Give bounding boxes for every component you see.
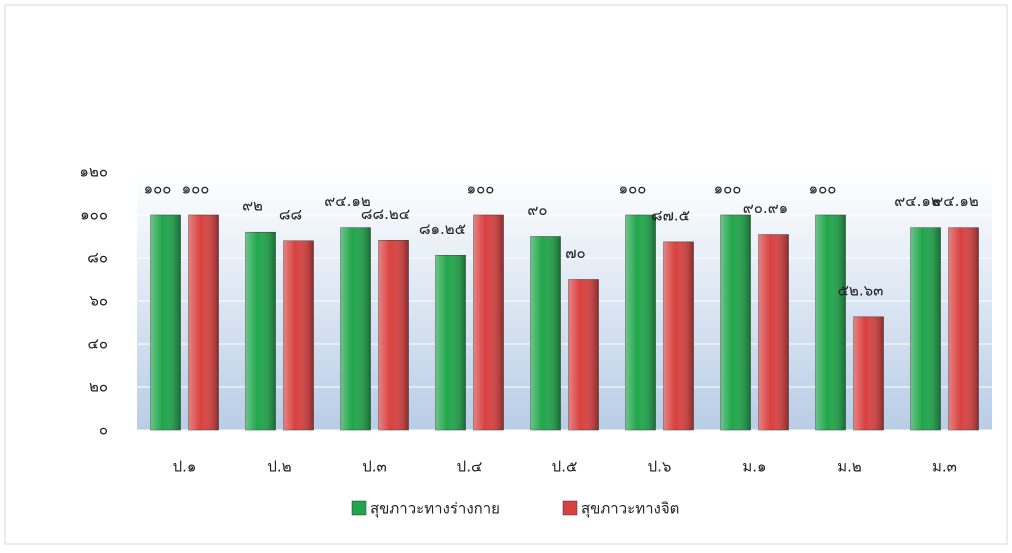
x-tick-label: ม.๑ [742, 458, 766, 476]
bar-shine [853, 316, 884, 430]
y-tick-label: ๒๐ [89, 378, 108, 396]
bar-shine [720, 215, 751, 430]
x-tick-label: ป.๔ [457, 458, 483, 476]
data-label: ๘๗.๕ [651, 206, 690, 224]
bar-shine [815, 215, 846, 430]
x-tick-label: ป.๑ [173, 458, 197, 476]
bar-shine [948, 227, 979, 430]
bar-shine [340, 227, 371, 430]
bar-shine [378, 240, 409, 430]
bar-shine [568, 279, 599, 430]
y-tick-label: ๖๐ [89, 292, 108, 310]
data-label: ๘๑.๒๕ [419, 220, 466, 238]
data-label: ๙๐.๙๑ [743, 199, 788, 217]
data-label: ๙๔.๑๒ [932, 192, 979, 210]
bar-shine [663, 241, 694, 430]
bar-shine [150, 215, 181, 430]
data-label: ๙๒ [242, 197, 263, 215]
legend-swatch [562, 500, 578, 516]
bar-shine [473, 215, 504, 430]
bar-shine [910, 227, 941, 430]
x-tick-label: ป.๓ [362, 458, 387, 476]
data-label: ๘๘.๒๔ [361, 205, 410, 223]
legend-label: สุขภาวะทางจิต [581, 500, 679, 519]
data-label: ๑๐๐ [182, 180, 210, 198]
bar-shine [530, 236, 561, 430]
y-tick-label: ๘๐ [87, 249, 108, 267]
data-label: ๕๒.๖๓ [838, 281, 884, 299]
data-label: ๗๐ [565, 244, 585, 262]
data-label: ๑๐๐ [809, 180, 837, 198]
legend-label: สุขภาวะทางร่างกาย [370, 500, 500, 519]
bar-shine [435, 255, 466, 430]
x-tick-label: ป.๕ [552, 458, 578, 476]
y-tick-label: ๑๐๐ [80, 206, 108, 224]
bar-shine [625, 215, 656, 430]
y-tick-label: ๔๐ [87, 335, 108, 353]
x-tick-label: ม.๓ [932, 458, 957, 476]
y-tick-label: ๑๒๐ [79, 163, 108, 181]
data-label: ๙๔.๑๒ [324, 192, 371, 210]
bar-shine [283, 240, 314, 430]
data-label: ๙๔.๑๒ [894, 192, 941, 210]
data-label: ๙๐ [527, 201, 547, 219]
bar-shine [245, 232, 276, 430]
x-tick-label: ป.๖ [648, 458, 672, 476]
x-tick-label: ป.๒ [267, 458, 291, 476]
y-tick-label: ๐ [99, 421, 108, 439]
data-label: ๑๐๐ [467, 180, 495, 198]
x-tick-label: ม.๒ [837, 458, 862, 476]
bar-shine [188, 215, 219, 430]
bar-shine [758, 234, 789, 430]
data-label: ๑๐๐ [714, 180, 742, 198]
data-label: ๑๐๐ [619, 180, 647, 198]
legend-swatch [351, 500, 367, 516]
data-label: ๘๘ [279, 205, 302, 223]
data-label: ๑๐๐ [144, 180, 172, 198]
